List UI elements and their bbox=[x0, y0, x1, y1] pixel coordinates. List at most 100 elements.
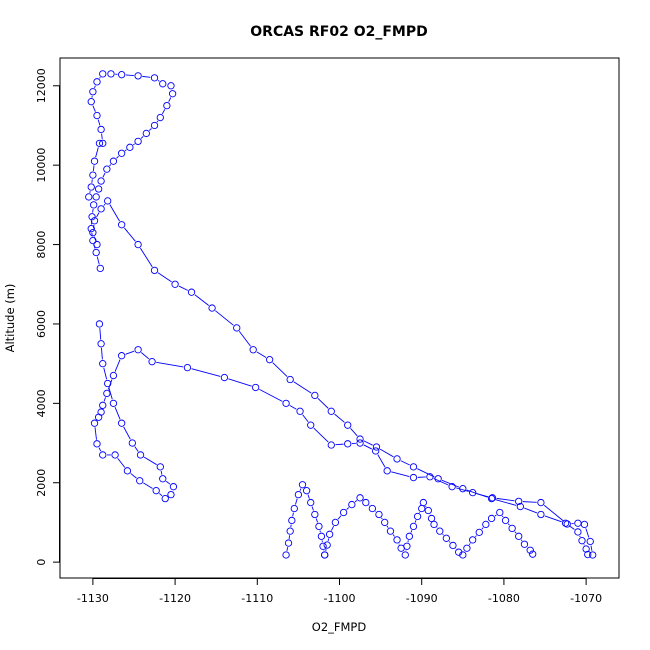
data-point bbox=[356, 439, 364, 447]
series-1-segment bbox=[109, 204, 120, 222]
data-point bbox=[128, 439, 136, 447]
series-2-segment bbox=[520, 539, 523, 542]
data-point bbox=[469, 536, 477, 544]
data-point bbox=[183, 363, 192, 372]
data-point bbox=[251, 383, 260, 392]
series-4-segment bbox=[101, 133, 103, 140]
series-3-segment bbox=[311, 506, 314, 511]
data-point bbox=[574, 528, 582, 536]
data-point bbox=[526, 546, 534, 554]
series-2-segment bbox=[448, 541, 451, 543]
data-point bbox=[375, 510, 383, 519]
data-point bbox=[356, 435, 364, 443]
series-4-segment bbox=[92, 105, 96, 112]
data-point bbox=[356, 494, 364, 502]
series-2-segment bbox=[481, 527, 484, 530]
data-point bbox=[171, 280, 179, 288]
series-1-segment bbox=[400, 460, 410, 466]
series-points bbox=[85, 70, 597, 559]
data-point bbox=[307, 498, 315, 507]
series-1-segment bbox=[379, 448, 394, 458]
data-point bbox=[282, 551, 290, 559]
series-1-segment bbox=[96, 212, 100, 218]
data-point bbox=[311, 391, 319, 400]
data-point bbox=[368, 504, 377, 513]
series-1-segment bbox=[495, 499, 517, 506]
data-point bbox=[409, 463, 418, 471]
series-2-segment bbox=[501, 515, 504, 518]
data-point bbox=[94, 413, 103, 421]
series-2-segment bbox=[346, 507, 350, 510]
data-point bbox=[94, 185, 103, 193]
series-0-segment bbox=[302, 414, 309, 423]
series-0-segment bbox=[141, 352, 150, 360]
series-0-segment bbox=[259, 389, 283, 402]
data-point bbox=[118, 419, 126, 427]
data-point bbox=[97, 205, 105, 213]
data-point bbox=[97, 177, 105, 185]
data-point bbox=[156, 113, 164, 122]
data-point bbox=[118, 352, 126, 360]
data-point bbox=[159, 475, 167, 483]
data-point bbox=[469, 489, 477, 497]
data-point bbox=[93, 78, 101, 86]
x-tick-label: -1130 bbox=[77, 592, 109, 605]
data-point bbox=[90, 201, 98, 209]
data-point bbox=[362, 498, 370, 507]
data-point bbox=[405, 532, 414, 540]
data-point bbox=[92, 248, 100, 257]
data-point bbox=[89, 236, 97, 245]
series-0-segment bbox=[313, 427, 329, 443]
data-point bbox=[87, 98, 95, 106]
series-1-segment bbox=[103, 203, 106, 206]
data-point bbox=[168, 90, 177, 98]
data-point bbox=[87, 225, 95, 233]
series-0-segment bbox=[159, 493, 163, 497]
series-0-segment bbox=[590, 545, 593, 551]
data-point bbox=[482, 520, 490, 529]
data-point bbox=[150, 121, 159, 130]
data-point bbox=[282, 399, 290, 407]
data-point bbox=[381, 518, 389, 527]
data-point bbox=[95, 320, 104, 328]
data-point bbox=[104, 379, 112, 388]
data-point bbox=[434, 475, 442, 483]
data-point bbox=[419, 498, 427, 507]
series-1-segment bbox=[123, 227, 136, 242]
series-0-segment bbox=[228, 378, 252, 387]
series-1-segment bbox=[466, 489, 488, 498]
series-1-segment bbox=[215, 310, 234, 326]
x-axis: -1130 -1120 -1110 -1100 -1090 -1080 -1070 bbox=[77, 578, 602, 605]
series-2-segment bbox=[442, 533, 444, 536]
data-point bbox=[298, 481, 307, 489]
series-1-segment bbox=[579, 535, 581, 538]
data-point bbox=[118, 221, 126, 229]
data-point bbox=[488, 494, 497, 502]
data-point bbox=[424, 506, 432, 515]
series-0-segment bbox=[114, 407, 121, 420]
data-point bbox=[515, 532, 523, 540]
series-4-segment bbox=[133, 143, 135, 146]
data-point bbox=[159, 80, 167, 88]
data-point bbox=[344, 440, 352, 448]
series-0-segment bbox=[125, 350, 135, 355]
series-1-segment bbox=[256, 351, 267, 358]
data-point bbox=[233, 324, 241, 332]
y-tick-label: 0 bbox=[35, 559, 48, 566]
series-2-segment bbox=[507, 523, 510, 526]
data-point bbox=[386, 527, 395, 535]
series-4-segment bbox=[161, 109, 166, 115]
data-point bbox=[315, 522, 323, 531]
data-point bbox=[220, 373, 229, 382]
data-point bbox=[516, 502, 525, 511]
data-point bbox=[403, 542, 411, 550]
data-point bbox=[161, 494, 169, 503]
series-2-segment bbox=[414, 520, 417, 523]
data-point bbox=[85, 193, 93, 201]
data-point bbox=[103, 389, 111, 398]
series-1-segment bbox=[363, 440, 373, 446]
data-point bbox=[409, 473, 418, 482]
data-point bbox=[321, 551, 329, 559]
data-point bbox=[331, 518, 340, 527]
data-point bbox=[150, 74, 159, 82]
